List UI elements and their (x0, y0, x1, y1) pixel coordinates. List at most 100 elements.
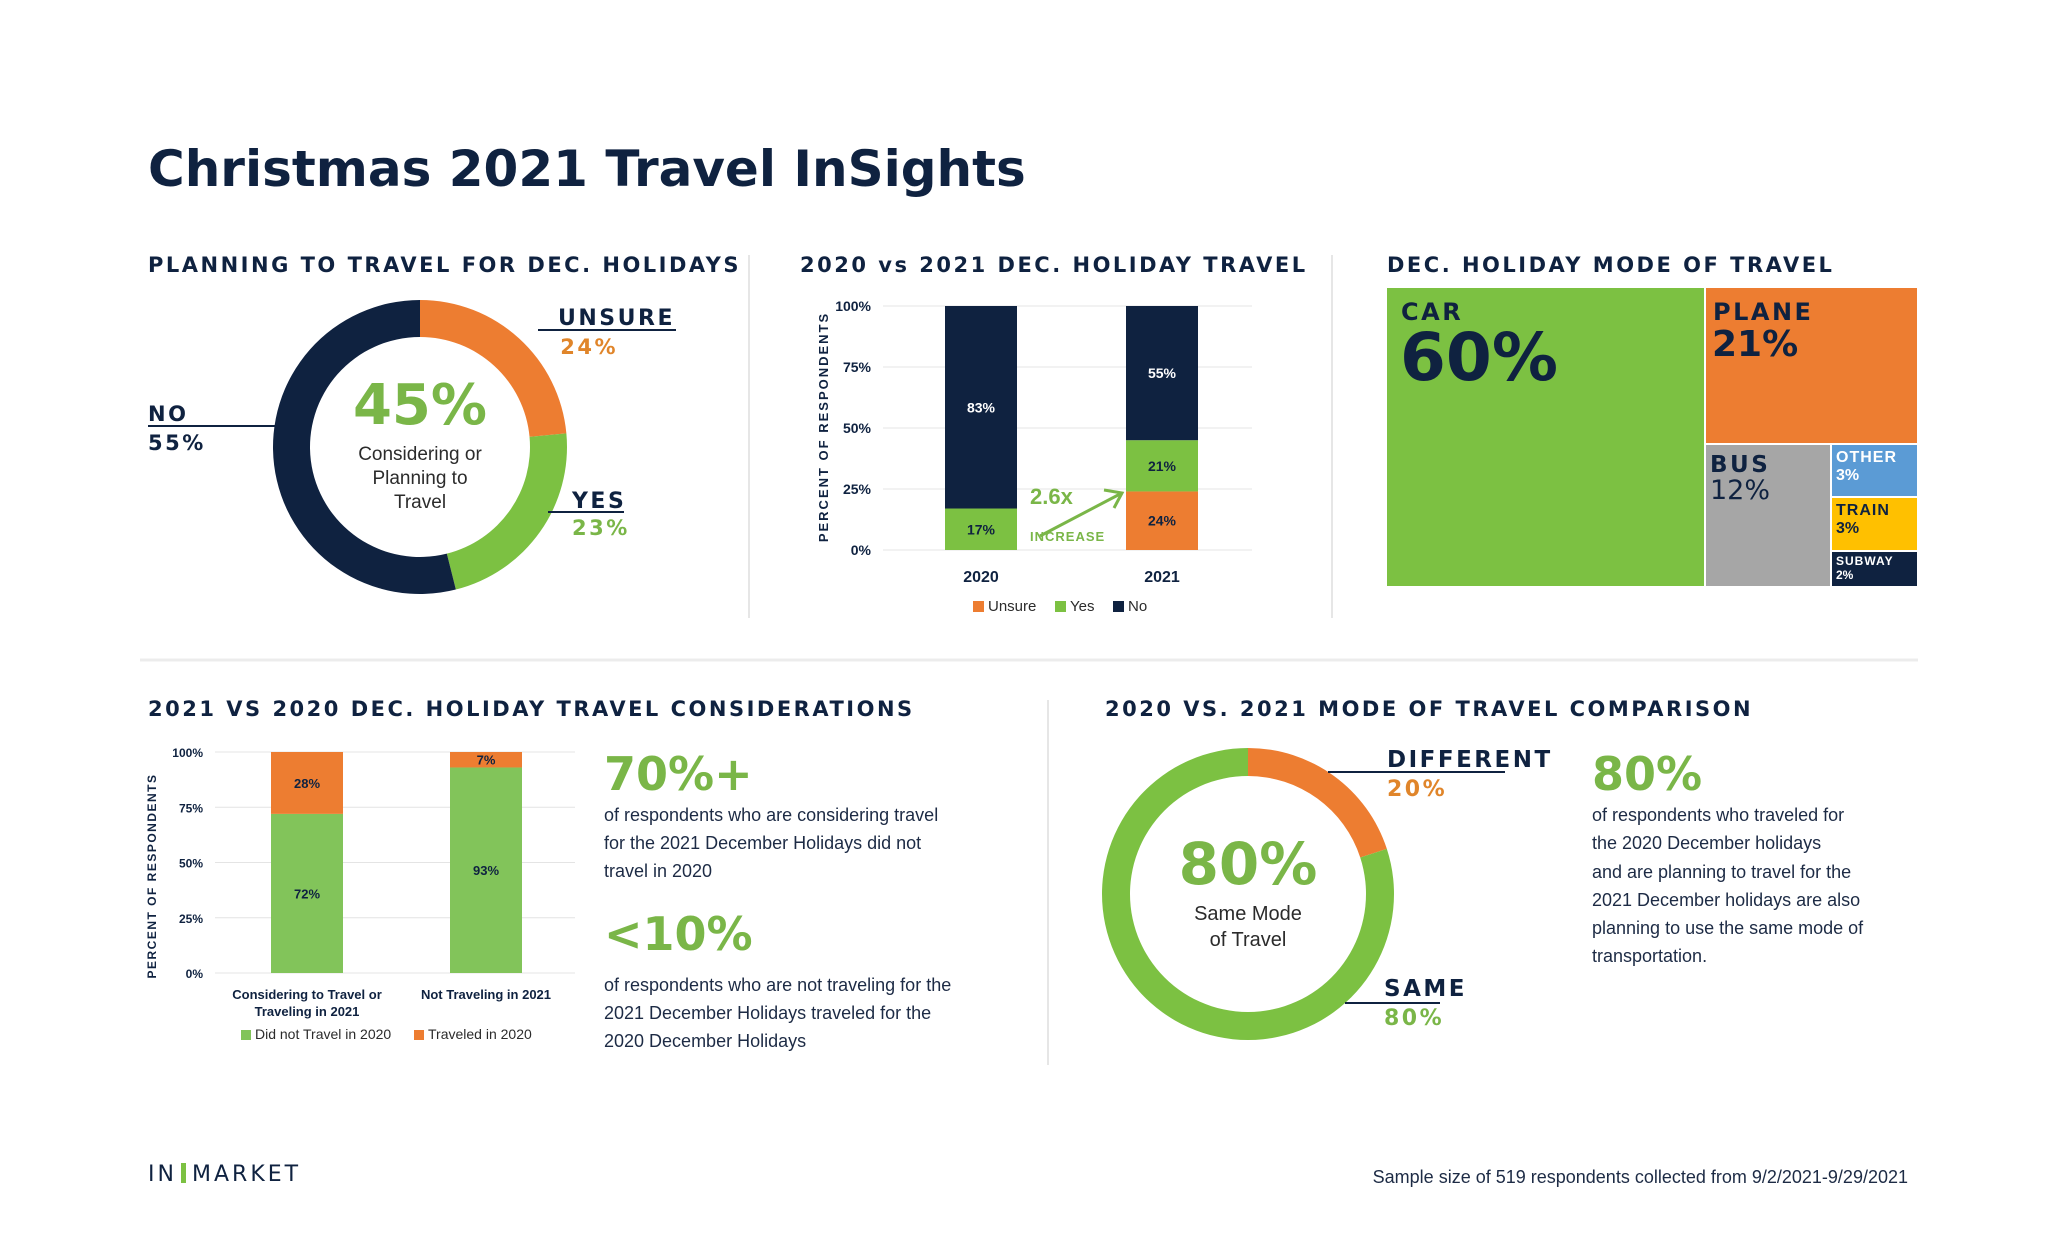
y-tick-label: 25% (179, 912, 203, 926)
treemap-value-car: 60% (1400, 319, 1558, 396)
stat-text-1-line-1: of respondents who are considering trave… (604, 805, 938, 825)
treemap-value-subway: 2% (1836, 568, 1854, 582)
legend-swatch-yes (1055, 601, 1066, 612)
legend-label-no: No (1128, 598, 1147, 615)
legend-swatch-unsure (973, 601, 984, 612)
bar-value-label: 7% (477, 753, 496, 768)
bar-segment (945, 306, 1017, 509)
legend-label-yes: Yes (1070, 598, 1094, 615)
bar-value-label: 24% (1148, 513, 1177, 529)
donut-center-text-1: Considering or (358, 444, 482, 465)
legend-swatch-no (1113, 601, 1124, 612)
bar-chart-considerations: PERCENT OF RESPONDENTS 0% 25% 50% 75% 100% 72… (145, 746, 575, 1019)
treemap-cell-train (1831, 497, 1917, 551)
treemap-label-other: OTHER (1836, 449, 1897, 466)
treemap-label-bus: BUS (1710, 452, 1770, 478)
section-title-mode-compare: 2020 VS. 2021 MODE OF TRAVEL COMPARISON (1105, 697, 1753, 721)
logo-text-left: IN (148, 1162, 177, 1187)
increase-value: 2.6x (1030, 484, 1074, 509)
treemap-cell-subway (1831, 551, 1917, 586)
increase-text: INCREASE (1030, 529, 1105, 544)
increase-arrow (1039, 492, 1121, 538)
treemap-borders (1704, 288, 1917, 586)
x-category-label: 2021 (1144, 569, 1180, 586)
callout-label-same: SAME (1384, 976, 1467, 1002)
legend-swatch-traveled (414, 1030, 424, 1040)
callout-label-no: NO (148, 402, 188, 426)
legend-swatch-not-traveled (241, 1030, 251, 1040)
bar-segment (945, 508, 1017, 550)
bar-value-label: 21% (1148, 458, 1177, 474)
y-tick-label: 25% (843, 481, 872, 497)
stat-text-3-line-2: the 2020 December holidays (1592, 833, 1821, 853)
y-axis-label-considerations: PERCENT OF RESPONDENTS (145, 773, 159, 978)
bar-segment (450, 767, 522, 973)
page-title: Christmas 2021 Travel InSights (148, 140, 1026, 198)
bar-value-label: 83% (967, 399, 996, 415)
treemap-mode: CAR 60% PLANE 21% BUS 12% OTHER 3% TRAIN… (1387, 288, 1917, 586)
y-tick-label: 75% (179, 801, 203, 815)
bar-segment (1126, 491, 1198, 550)
bar-segment (271, 752, 343, 814)
treemap-value-other: 3% (1836, 467, 1859, 484)
stat-text-2-line-3: 2020 December Holidays (604, 1031, 806, 1051)
inmarket-logo: IN MARKET (148, 1162, 301, 1187)
treemap-value-train: 3% (1836, 520, 1859, 537)
bar-value-label: 17% (967, 521, 996, 537)
treemap-cell-car (1387, 288, 1705, 586)
bar-value-label: 28% (294, 776, 320, 791)
donut-slice-no (272, 300, 456, 594)
callout-label-different: DIFFERENT (1387, 747, 1553, 773)
section-title-yoy: 2020 vs 2021 DEC. HOLIDAY TRAVEL (800, 253, 1308, 277)
stat-text-3-line-5: planning to use the same mode of (1592, 918, 1864, 938)
legend-label-unsure: Unsure (988, 598, 1036, 615)
footnote: Sample size of 519 respondents collected… (1373, 1167, 1908, 1187)
bar-chart-yoy: PERCENT OF RESPONDENTS 0% 25% 50% 75% 100% 17… (816, 298, 1252, 586)
callout-value-no: 55% (148, 431, 206, 455)
stat-text-1-line-3: travel in 2020 (604, 861, 712, 881)
bar-value-label: 72% (294, 886, 320, 901)
donut-slice-yes (446, 433, 567, 590)
legend-considerations: Did not Travel in 2020 Traveled in 2020 (241, 1026, 532, 1042)
stat-text-2-line-2: 2021 December Holidays traveled for the (604, 1003, 931, 1023)
stat-text-3-line-4: 2021 December holidays are also (1592, 890, 1860, 910)
increase-arrow-head (1103, 488, 1125, 509)
treemap-label-subway: SUBWAY (1836, 554, 1894, 568)
y-tick-label: 50% (843, 420, 872, 436)
callout-value-unsure: 24% (560, 335, 618, 359)
stat-text-2-line-1: of respondents who are not traveling for… (604, 975, 951, 995)
bar-segment (1126, 440, 1198, 492)
x-category-label: Considering to Travel or (232, 987, 382, 1002)
y-tick-label: 0% (186, 967, 204, 981)
callout-label-yes: YES (571, 489, 626, 514)
legend-label-not-traveled: Did not Travel in 2020 (255, 1026, 391, 1042)
callout-value-different: 20% (1387, 777, 1447, 802)
stat-value-1: 70%+ (604, 747, 753, 801)
legend-label-traveled: Traveled in 2020 (428, 1026, 532, 1042)
section-title-mode: DEC. HOLIDAY MODE OF TRAVEL (1387, 253, 1834, 277)
donut2-center-value: 80% (1179, 830, 1318, 898)
donut-chart-planning: 45% Considering or Planning to Travel (272, 300, 567, 594)
bar-segment (450, 752, 522, 768)
stat-value-3: 80% (1592, 747, 1702, 801)
logo-text-right: MARKET (192, 1162, 301, 1187)
logo-bar (181, 1163, 186, 1183)
stat-value-2: <10% (604, 907, 753, 961)
section-title-considerations: 2021 VS 2020 DEC. HOLIDAY TRAVEL CONSIDE… (148, 697, 915, 721)
treemap-value-bus: 12% (1710, 475, 1770, 506)
x-category-label: 2020 (963, 569, 999, 586)
treemap-label-plane: PLANE (1713, 298, 1813, 326)
bar-value-label: 93% (473, 863, 499, 878)
bar-segment (271, 813, 343, 973)
donut-center-text-2: Planning to (372, 468, 467, 489)
y-tick-label: 50% (179, 857, 203, 871)
section-title-planning: PLANNING TO TRAVEL FOR DEC. HOLIDAYS (148, 253, 741, 277)
callout-value-same: 80% (1384, 1006, 1444, 1031)
donut2-center-text-2: of Travel (1210, 929, 1287, 951)
donut-center-text-3: Travel (394, 492, 446, 513)
donut-slice-unsure (420, 300, 567, 437)
treemap-cell-plane (1705, 288, 1917, 444)
treemap-cell-bus (1705, 444, 1831, 586)
y-tick-label: 100% (172, 746, 203, 760)
